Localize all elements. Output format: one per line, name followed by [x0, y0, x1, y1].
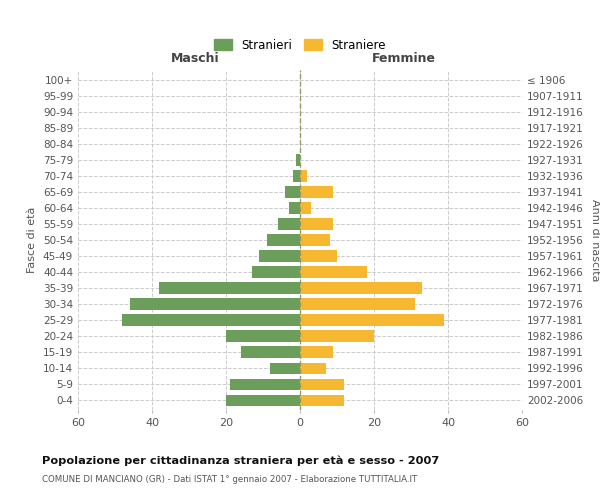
- Bar: [160, 282, 300, 294]
- Bar: [289, 202, 300, 213]
- Legend: Stranieri, Straniere: Stranieri, Straniere: [211, 35, 389, 55]
- Bar: [300, 218, 334, 230]
- Bar: [130, 298, 300, 310]
- Bar: [266, 234, 300, 246]
- Text: Maschi: Maschi: [172, 52, 220, 65]
- Bar: [300, 346, 334, 358]
- Bar: [300, 266, 367, 278]
- Bar: [300, 186, 334, 198]
- Bar: [226, 330, 300, 342]
- Bar: [278, 218, 300, 230]
- Bar: [241, 346, 300, 358]
- Y-axis label: Fasce di età: Fasce di età: [28, 207, 37, 273]
- Bar: [285, 186, 300, 198]
- Bar: [300, 170, 307, 181]
- Bar: [300, 330, 374, 342]
- Bar: [300, 378, 344, 390]
- Bar: [122, 314, 300, 326]
- Text: Popolazione per cittadinanza straniera per età e sesso - 2007: Popolazione per cittadinanza straniera p…: [42, 455, 439, 466]
- Bar: [300, 394, 344, 406]
- Y-axis label: Anni di nascita: Anni di nascita: [590, 198, 600, 281]
- Bar: [252, 266, 300, 278]
- Bar: [271, 362, 300, 374]
- Bar: [230, 378, 300, 390]
- Bar: [259, 250, 300, 262]
- Bar: [300, 298, 415, 310]
- Bar: [226, 394, 300, 406]
- Bar: [300, 282, 422, 294]
- Text: COMUNE DI MANCIANO (GR) - Dati ISTAT 1° gennaio 2007 - Elaborazione TUTTITALIA.I: COMUNE DI MANCIANO (GR) - Dati ISTAT 1° …: [42, 475, 417, 484]
- Bar: [300, 250, 337, 262]
- Bar: [300, 234, 329, 246]
- Text: Femmine: Femmine: [373, 52, 436, 65]
- Bar: [300, 202, 311, 213]
- Bar: [300, 362, 326, 374]
- Bar: [293, 170, 300, 181]
- Bar: [300, 314, 444, 326]
- Bar: [296, 154, 300, 166]
